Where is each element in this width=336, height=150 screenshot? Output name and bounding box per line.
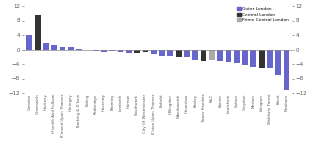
Bar (267, 50, 273, 68)
Bar (126, 50, 132, 53)
Bar (242, 50, 248, 65)
Bar (134, 50, 140, 53)
Bar (259, 50, 264, 68)
Bar (151, 50, 157, 54)
Bar (184, 50, 190, 57)
Bar (76, 49, 82, 50)
Legend: Outer London, Central London, Prime Central London: Outer London, Central London, Prime Cent… (237, 6, 290, 23)
Bar (209, 50, 215, 60)
Bar (217, 50, 223, 61)
Bar (142, 50, 149, 52)
Bar (167, 50, 173, 56)
Bar (43, 43, 49, 50)
Bar (35, 15, 41, 50)
Bar (234, 50, 240, 63)
Bar (159, 50, 165, 56)
Bar (225, 50, 232, 62)
Bar (201, 50, 206, 61)
Bar (118, 50, 124, 52)
Bar (51, 45, 57, 50)
Bar (284, 50, 289, 90)
Bar (110, 50, 115, 51)
Bar (68, 47, 74, 50)
Bar (27, 35, 32, 50)
Bar (101, 50, 107, 52)
Bar (192, 50, 198, 60)
Bar (275, 50, 281, 75)
Bar (250, 50, 256, 67)
Bar (176, 50, 181, 57)
Bar (59, 47, 66, 50)
Bar (93, 50, 98, 51)
